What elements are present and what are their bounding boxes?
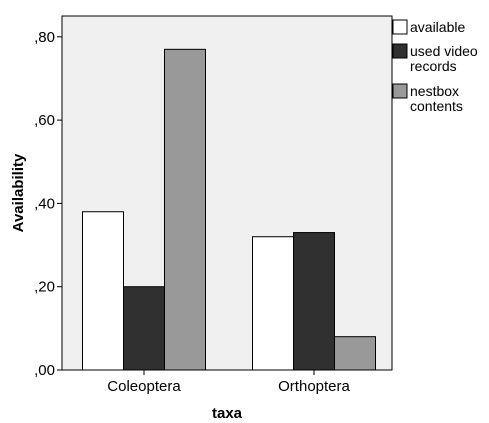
legend-swatch <box>392 43 408 59</box>
legend-swatch <box>392 83 408 99</box>
legend: available used video records nestbox content… <box>392 19 478 114</box>
legend-label: used video records <box>410 43 478 74</box>
bar-orthoptera-nestbox-contents <box>334 336 376 371</box>
bar-coleoptera-nestbox-contents <box>164 48 206 371</box>
legend-label: available <box>410 19 465 35</box>
x-axis: Coleoptera Orthoptera <box>62 369 392 395</box>
y-tick-label: ,60 <box>34 112 55 129</box>
legend-label: nestbox contents <box>410 83 463 114</box>
x-axis-title: taxa <box>212 405 243 422</box>
y-tick-label: ,40 <box>34 195 55 212</box>
x-tick-label-coleoptera: Coleoptera <box>107 378 181 395</box>
legend-swatch <box>392 19 408 35</box>
y-tick-label: ,00 <box>34 362 55 379</box>
bar-coleoptera-used-video-records <box>123 286 165 371</box>
x-tick-label-orthoptera: Orthoptera <box>278 378 350 395</box>
bars <box>82 48 376 371</box>
bar-orthoptera-used-video-records <box>293 232 335 371</box>
bar-orthoptera-available <box>252 236 294 371</box>
bar-coleoptera-available <box>82 211 124 371</box>
y-axis-title: Availability <box>10 153 27 232</box>
y-tick-label: ,80 <box>34 29 55 46</box>
y-axis: ,00 ,20 ,40 ,60 ,80 <box>34 16 63 379</box>
y-tick-label: ,20 <box>34 279 55 296</box>
